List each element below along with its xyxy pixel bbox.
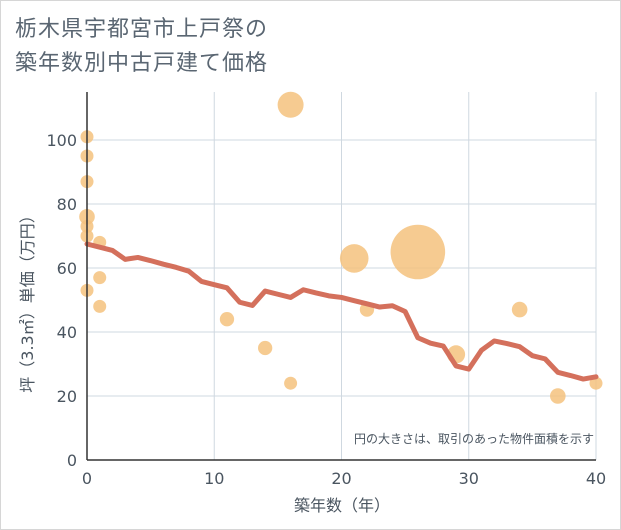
y-tick-label: 60 [57, 259, 77, 278]
data-bubble [550, 388, 566, 404]
data-bubble [339, 244, 369, 273]
y-tick-label: 80 [57, 195, 77, 214]
bubble-series [79, 91, 603, 404]
y-tick-label: 100 [46, 131, 77, 150]
data-bubble [390, 224, 446, 280]
y-tick-label: 0 [67, 451, 77, 470]
data-bubble [93, 271, 107, 285]
y-tick-label: 20 [57, 387, 77, 406]
size-legend-note: 円の大きさは、取引のあった物件面積を示す [354, 431, 594, 446]
x-tick-label: 10 [204, 469, 224, 488]
data-bubble [511, 301, 528, 318]
x-axis-title: 築年数（年） [294, 496, 390, 515]
y-axis-title: 坪（3.3㎡）単価（万円） [18, 207, 37, 392]
x-tick-label: 30 [459, 469, 479, 488]
data-bubble [93, 299, 107, 313]
chart-title-line-2: 築年数別中古戸建て価格 [15, 51, 269, 76]
grid-lines [87, 92, 597, 460]
data-bubble [284, 376, 298, 390]
trend-line [84, 241, 599, 382]
axes [86, 92, 596, 461]
x-tick-label: 40 [586, 469, 606, 488]
tick-labels: 0 10 20 30 40 0 20 40 60 80 100 [46, 131, 606, 488]
data-bubble [277, 91, 304, 118]
trend-series [84, 241, 599, 382]
y-tick-label: 40 [57, 323, 77, 342]
x-tick-label: 20 [331, 469, 351, 488]
x-tick-label: 0 [82, 469, 92, 488]
chart-title-line-1: 栃木県宇都宮市上戸祭の [15, 17, 269, 42]
data-bubble [589, 376, 603, 390]
chart-title: 栃木県宇都宮市上戸祭の 築年数別中古戸建て価格 [15, 13, 268, 81]
data-bubble [219, 312, 235, 327]
data-bubble [258, 340, 273, 356]
